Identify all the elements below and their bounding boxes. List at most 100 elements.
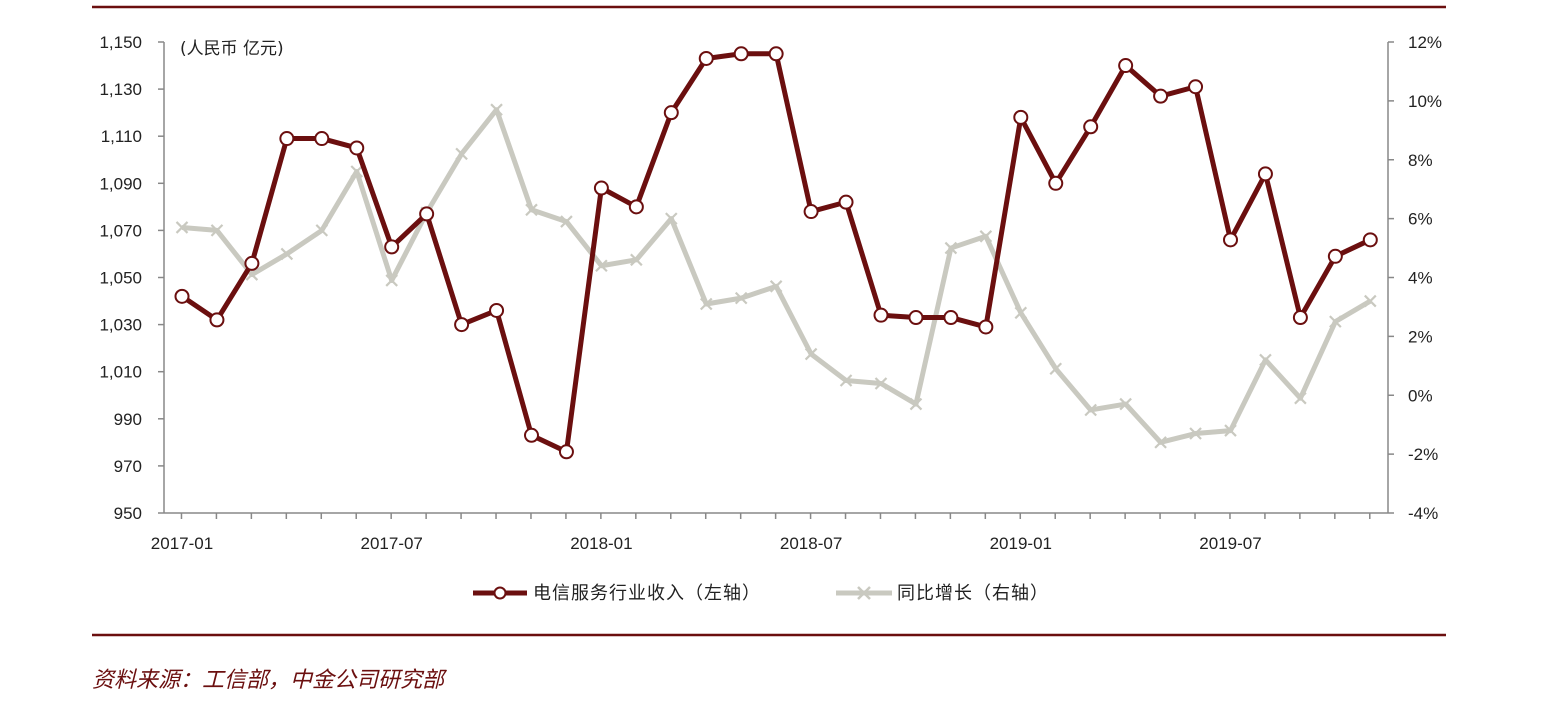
- x-tick-label: 2017-01: [151, 534, 213, 553]
- revenue-point: [1223, 232, 1238, 248]
- growth-point: [909, 397, 923, 411]
- y-left-tick-label: 970: [114, 457, 142, 476]
- growth-point: [630, 253, 643, 267]
- revenue-point: [733, 46, 749, 62]
- revenue-point: [1188, 79, 1204, 95]
- revenue-point: [908, 310, 924, 326]
- growth-point: [699, 297, 713, 311]
- y-left-tick-label: 1,030: [99, 316, 142, 335]
- growth-point: [1259, 353, 1272, 367]
- revenue-point: [978, 319, 994, 335]
- growth-point: [1224, 424, 1237, 437]
- x-tick-label: 2018-01: [570, 534, 632, 553]
- growth-point: [944, 241, 958, 255]
- revenue-point: [663, 105, 679, 121]
- growth-point: [665, 212, 678, 225]
- growth-point: [804, 347, 818, 361]
- revenue-point: [803, 204, 819, 220]
- revenue-point: [314, 131, 330, 147]
- legend-marker-growth: [857, 586, 871, 600]
- growth-point: [979, 230, 993, 243]
- revenue-point: [838, 194, 854, 210]
- revenue-point: [489, 302, 505, 318]
- y-right-tick-label: -2%: [1408, 445, 1438, 464]
- growth-point: [839, 374, 853, 387]
- revenue-point: [1362, 232, 1378, 248]
- legend-label-growth: 同比增长（右轴）: [897, 583, 1049, 604]
- growth-point: [455, 147, 468, 161]
- growth-point: [210, 224, 224, 237]
- growth-point: [1084, 403, 1097, 417]
- y-left-tick-label: 1,070: [99, 221, 142, 240]
- revenue-point: [558, 444, 574, 460]
- growth-point: [175, 221, 189, 234]
- growth-point: [280, 247, 294, 261]
- revenue-point: [209, 312, 225, 328]
- revenue-point: [1292, 310, 1308, 326]
- revenue-point: [454, 317, 470, 333]
- y-left-tick-label: 1,130: [99, 80, 142, 99]
- growth-point: [769, 280, 783, 293]
- revenue-point: [174, 288, 190, 304]
- revenue-point: [698, 50, 714, 66]
- growth-point: [315, 224, 329, 237]
- growth-point: [1294, 391, 1307, 405]
- y-right-tick-label: 12%: [1408, 33, 1442, 52]
- revenue-point: [279, 131, 295, 147]
- legend-item-growth: 同比增长（右轴）: [836, 583, 1049, 604]
- x-tick-label: 2019-01: [990, 534, 1052, 553]
- growth-point: [1364, 294, 1377, 308]
- revenue-point: [1013, 109, 1029, 125]
- y-right-tick-label: 10%: [1408, 92, 1442, 111]
- y-right-tick-label: 6%: [1408, 210, 1433, 229]
- growth-point: [1049, 362, 1063, 376]
- growth-point: [1329, 315, 1342, 328]
- y-left-tick-label: 1,150: [99, 33, 142, 52]
- x-tick-label: 2017-07: [361, 534, 423, 553]
- revenue-point: [349, 140, 365, 156]
- y-left-tick-label: 950: [114, 504, 142, 523]
- revenue-point: [1048, 175, 1064, 191]
- legend-label-revenue: 电信服务行业收入（左轴）: [533, 583, 761, 604]
- y-right-tick-label: -4%: [1408, 504, 1438, 523]
- revenue-point: [1153, 88, 1169, 104]
- revenue-point: [524, 427, 539, 443]
- growth-point: [734, 291, 748, 305]
- x-tick-label: 2018-07: [780, 534, 842, 553]
- revenue-point: [1327, 248, 1343, 264]
- revenue-line: [180, 51, 1372, 455]
- growth-point: [350, 165, 364, 178]
- y-right-tick-label: 0%: [1408, 386, 1433, 405]
- y-left-tick-label: 1,090: [99, 174, 142, 193]
- legend: 电信服务行业收入（左轴） 同比增长（右轴）: [473, 583, 1049, 604]
- y-right-tick-label: 4%: [1408, 269, 1433, 288]
- axes: 1,150 1,130 1,110 1,090 1,070 1,050 1,030 1,010…: [99, 33, 1442, 553]
- revenue-point: [593, 180, 609, 196]
- legend-item-revenue: 电信服务行业收入（左轴）: [473, 583, 761, 604]
- revenue-point: [1257, 166, 1273, 182]
- growth-point: [490, 103, 503, 116]
- growth-point: [1189, 427, 1202, 440]
- revenue-point: [628, 199, 644, 215]
- x-tick-label: 2019-07: [1199, 534, 1261, 553]
- growth-point: [1014, 306, 1028, 320]
- growth-point: [560, 215, 573, 228]
- revenue-point: [873, 307, 889, 323]
- revenue-point: [1118, 58, 1134, 74]
- series-telecom-revenue: [174, 46, 1378, 460]
- revenue-point: [419, 206, 435, 222]
- revenue-point: [384, 239, 400, 255]
- source-note: 资料来源：工信部，中金公司研究部: [92, 668, 445, 693]
- y-left-tick-label: 1,050: [99, 269, 142, 288]
- series-yoy-growth: [175, 103, 1377, 449]
- y-right-tick-label: 8%: [1408, 151, 1433, 170]
- revenue-point: [1083, 119, 1099, 135]
- y-right-tick-label: 2%: [1408, 327, 1433, 346]
- growth-point: [874, 377, 888, 390]
- growth-point: [385, 274, 398, 287]
- revenue-point: [943, 310, 959, 326]
- y-left-tick-label: 990: [114, 410, 142, 429]
- legend-marker-revenue: [493, 586, 507, 600]
- unit-label: (人民币 亿元): [180, 39, 284, 59]
